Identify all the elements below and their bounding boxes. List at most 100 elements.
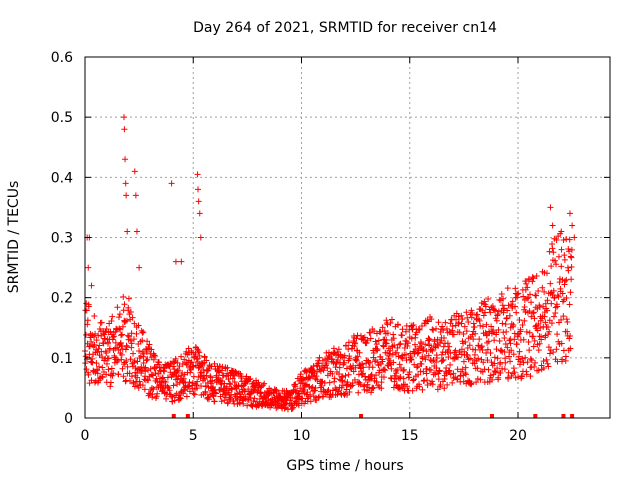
data-point (363, 339, 370, 346)
data-point (531, 337, 538, 344)
data-point (446, 367, 453, 374)
x-tick-label: 5 (189, 428, 198, 444)
data-point (88, 358, 94, 365)
data-point (388, 316, 395, 323)
data-point (85, 303, 92, 310)
data-point (148, 384, 155, 391)
data-point (226, 380, 233, 387)
data-point (480, 312, 487, 319)
data-point (443, 325, 450, 332)
data-point (382, 367, 389, 374)
data-point (424, 317, 431, 324)
data-point (302, 382, 309, 389)
data-point (462, 339, 469, 346)
data-point (476, 317, 483, 324)
data-point (151, 352, 158, 359)
data-point (180, 390, 187, 397)
data-point (185, 383, 192, 390)
data-point (237, 391, 244, 398)
data-point (536, 304, 543, 311)
data-point (120, 373, 127, 380)
data-point (542, 332, 549, 339)
data-point (342, 372, 349, 379)
data-point (442, 319, 449, 326)
data-point (535, 320, 542, 327)
data-point (513, 341, 520, 348)
data-point (83, 366, 90, 373)
data-point (119, 331, 126, 338)
data-point (433, 358, 440, 365)
data-point (304, 367, 311, 374)
y-tick-label: 0.1 (51, 351, 73, 367)
data-point (109, 313, 116, 320)
data-point (83, 331, 90, 338)
data-point (505, 369, 512, 376)
data-point (490, 306, 497, 313)
data-point (144, 367, 151, 374)
data-point (503, 328, 510, 335)
data-point (418, 340, 425, 347)
data-point (520, 359, 527, 366)
data-point (126, 377, 133, 384)
data-point (256, 396, 263, 403)
data-point (505, 302, 512, 309)
data-point (394, 345, 401, 352)
data-point (386, 350, 393, 357)
data-point (524, 295, 531, 302)
data-point (335, 370, 342, 377)
data-point (435, 376, 442, 383)
data-point (478, 344, 485, 351)
data-point (387, 320, 394, 327)
data-point (355, 389, 362, 396)
data-point (125, 304, 132, 311)
data-point (553, 236, 560, 243)
data-point (410, 377, 417, 384)
data-point (145, 377, 152, 384)
data-point (178, 353, 185, 360)
data-point (533, 273, 540, 280)
data-point (464, 314, 471, 321)
data-point (387, 375, 394, 382)
data-point (161, 368, 168, 375)
data-point (553, 346, 560, 353)
data-point (422, 356, 429, 363)
data-point (504, 307, 511, 314)
data-point (320, 367, 327, 374)
data-point (201, 354, 208, 361)
data-point (85, 264, 92, 271)
data-point (383, 340, 390, 347)
data-point (409, 387, 416, 394)
data-point (172, 355, 179, 362)
data-point (473, 379, 480, 386)
data-point (401, 366, 408, 373)
data-point (458, 312, 465, 319)
data-point (218, 398, 225, 405)
data-point (122, 378, 129, 385)
data-point (160, 367, 167, 374)
data-point (501, 366, 508, 373)
data-gap-markers (171, 414, 575, 418)
x-tick-label: 0 (81, 428, 90, 444)
data-point (362, 373, 369, 380)
data-point (139, 329, 146, 336)
data-point (454, 375, 461, 382)
data-point (99, 374, 106, 381)
data-point (543, 356, 550, 363)
data-point (143, 357, 150, 364)
data-point (519, 321, 526, 328)
data-point (548, 300, 555, 307)
data-point (209, 377, 216, 384)
data-point (368, 389, 375, 396)
data-point (488, 359, 495, 366)
data-point (329, 356, 336, 363)
data-point (377, 328, 384, 335)
data-point (121, 126, 128, 133)
data-point (114, 304, 121, 311)
data-point (548, 263, 555, 270)
data-point (127, 309, 134, 316)
data-point (138, 370, 145, 377)
y-axis-label: SRMTID / TECUs (6, 181, 22, 294)
data-point (551, 294, 558, 301)
data-point (499, 302, 506, 309)
data-point (507, 340, 514, 347)
